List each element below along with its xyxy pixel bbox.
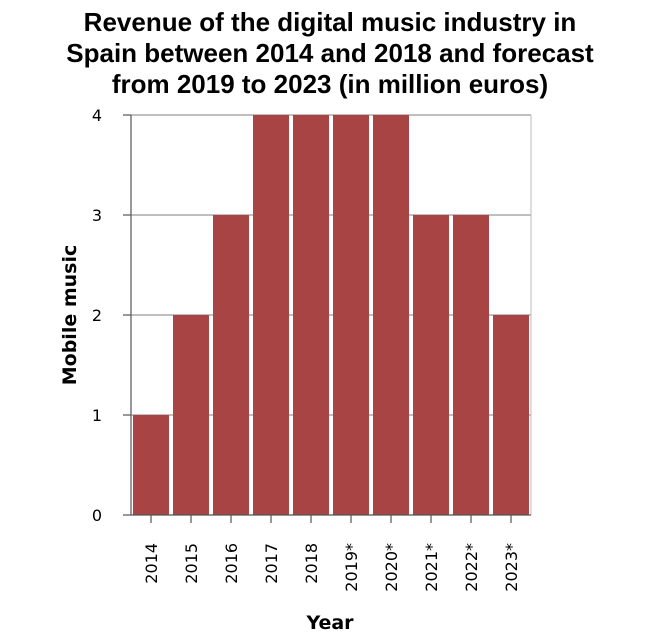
bar-2014 bbox=[133, 415, 169, 515]
y-tick-label: 3 bbox=[92, 206, 102, 225]
bar-2020-forecast bbox=[373, 115, 409, 515]
x-tick-label: 2016 bbox=[222, 543, 241, 584]
bar-2015 bbox=[173, 315, 209, 515]
chart-title-line-3: from 2019 to 2023 (in million euros) bbox=[112, 69, 548, 99]
chart-title-line-1: Revenue of the digital music industry in bbox=[84, 7, 577, 37]
x-tick-label: 2022* bbox=[462, 543, 481, 592]
x-tick-label: 2021* bbox=[422, 543, 441, 592]
x-tick-label: 2017 bbox=[262, 543, 281, 584]
x-tick-label: 2023* bbox=[502, 543, 521, 592]
chart-title: Revenue of the digital music industry in… bbox=[66, 7, 594, 99]
y-axis-label: Mobile music bbox=[59, 245, 81, 386]
x-tick-label: 2014 bbox=[142, 543, 161, 584]
x-axis-ticks: 2014 2015 2016 2017 2018 2019* 2020* 2021* 2022*… bbox=[142, 515, 521, 592]
bars bbox=[133, 115, 529, 515]
bar-2016 bbox=[213, 215, 249, 515]
chart-title-line-2: Spain between 2014 and 2018 and forecast bbox=[66, 38, 594, 68]
bar-2017 bbox=[253, 115, 289, 515]
x-tick-label: 2019* bbox=[342, 543, 361, 592]
y-axis-ticks: 0 1 2 3 4 bbox=[92, 106, 131, 525]
y-tick-label: 0 bbox=[92, 506, 102, 525]
y-tick-label: 2 bbox=[92, 306, 102, 325]
y-tick-label: 4 bbox=[92, 106, 102, 125]
bar-2022-forecast bbox=[453, 215, 489, 515]
x-tick-label: 2020* bbox=[382, 543, 401, 592]
x-tick-label: 2015 bbox=[182, 543, 201, 584]
x-axis-label: Year bbox=[305, 612, 354, 634]
bar-2021-forecast bbox=[413, 215, 449, 515]
bar-2018 bbox=[293, 115, 329, 515]
bar-2019-forecast bbox=[333, 115, 369, 515]
bar-2023-forecast bbox=[493, 315, 529, 515]
y-tick-label: 1 bbox=[92, 406, 102, 425]
x-tick-label: 2018 bbox=[302, 543, 321, 584]
